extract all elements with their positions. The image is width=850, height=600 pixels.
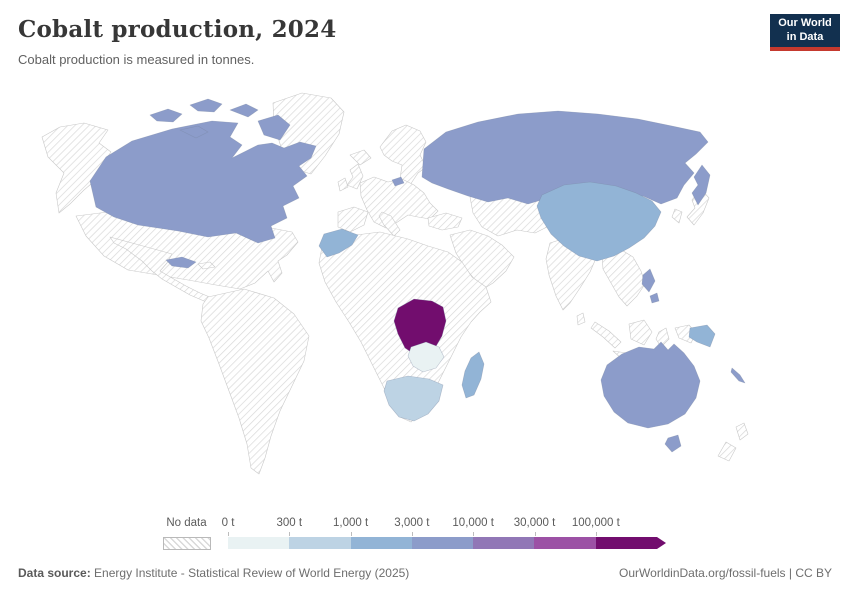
country-canada-baffin[interactable] bbox=[257, 114, 291, 141]
country-russia[interactable] bbox=[421, 110, 709, 205]
landmass-new-zealand-north[interactable] bbox=[735, 422, 749, 441]
map-legend: No data 0 t 300 t 1,000 t 3,000 t 10,000 t 30… bbox=[163, 516, 683, 552]
landmass-sri-lanka[interactable] bbox=[576, 312, 586, 326]
legend-bin-0[interactable] bbox=[228, 537, 290, 549]
legend-tick-label: 300 t bbox=[276, 517, 303, 529]
country-morocco[interactable] bbox=[318, 228, 359, 258]
legend-bin-1[interactable] bbox=[289, 537, 351, 549]
landmass-korea[interactable] bbox=[671, 208, 683, 224]
landmass-scandinavia[interactable] bbox=[379, 124, 427, 186]
country-russia-kamchatka[interactable] bbox=[691, 164, 711, 206]
country-canada-island[interactable] bbox=[179, 125, 209, 139]
landmass-borneo[interactable] bbox=[628, 319, 653, 346]
legend-no-data-label: No data bbox=[166, 517, 207, 529]
country-australia-tasmania[interactable] bbox=[664, 434, 682, 453]
legend-bin-5[interactable] bbox=[534, 537, 596, 549]
landmass-ireland[interactable] bbox=[337, 177, 349, 192]
country-philippines-south[interactable] bbox=[649, 292, 660, 304]
chart-subtitle: Cobalt production is measured in tonnes. bbox=[18, 52, 255, 67]
legend-bin-4[interactable] bbox=[473, 537, 535, 549]
country-china[interactable] bbox=[536, 181, 662, 262]
country-canada[interactable] bbox=[89, 120, 317, 244]
legend-no-data-swatch[interactable] bbox=[163, 537, 211, 550]
legend-tick-label: 0 t bbox=[221, 517, 235, 529]
landmass-sumatra[interactable] bbox=[590, 321, 622, 349]
landmass-se-asia[interactable] bbox=[601, 248, 646, 307]
landmass-sulawesi[interactable] bbox=[655, 327, 670, 348]
legend-tick-label: 10,000 t bbox=[452, 517, 494, 529]
legend-arrow bbox=[657, 537, 667, 549]
country-russia-kaliningrad[interactable] bbox=[391, 176, 405, 187]
owid-logo-line1: Our World bbox=[778, 16, 832, 29]
country-canada-island[interactable] bbox=[189, 98, 223, 113]
country-south-africa[interactable] bbox=[383, 375, 444, 422]
landmass-uk[interactable] bbox=[346, 163, 364, 190]
data-source-text: Energy Institute - Statistical Review of… bbox=[94, 566, 410, 580]
country-madagascar[interactable] bbox=[461, 351, 485, 399]
legend-bin-6[interactable] bbox=[595, 537, 658, 549]
data-source: Data source: Energy Institute - Statisti… bbox=[18, 566, 409, 580]
country-canada-island[interactable] bbox=[149, 108, 183, 123]
world-map bbox=[30, 85, 820, 505]
country-new-caledonia[interactable] bbox=[730, 367, 746, 384]
legend-bin-3[interactable] bbox=[411, 537, 474, 549]
chart-footer: Data source: Energy Institute - Statisti… bbox=[0, 566, 850, 580]
legend-tick-label: 30,000 t bbox=[513, 517, 556, 529]
landmass-iceland[interactable] bbox=[349, 149, 372, 166]
legend-tick-label: 1,000 t bbox=[333, 517, 369, 529]
landmass-new-zealand-south[interactable] bbox=[717, 441, 737, 462]
country-philippines[interactable] bbox=[641, 268, 656, 293]
country-zambia[interactable] bbox=[407, 341, 445, 373]
landmass-hispaniola[interactable] bbox=[197, 261, 216, 270]
legend-tick-label: 3,000 t bbox=[394, 517, 430, 529]
country-papua-new-guinea[interactable] bbox=[688, 324, 716, 348]
page-title: Cobalt production, 2024 bbox=[18, 16, 337, 43]
owid-logo-line2: in Data bbox=[786, 30, 824, 43]
country-australia[interactable] bbox=[600, 341, 701, 429]
country-canada-island[interactable] bbox=[229, 103, 259, 118]
data-source-label: Data source: bbox=[18, 566, 91, 580]
landmass-south-america[interactable] bbox=[200, 288, 310, 475]
legend-tick-label: 100,000 t bbox=[571, 517, 620, 529]
legend-color-bar bbox=[228, 537, 667, 549]
owid-logo[interactable]: Our World in Data bbox=[770, 14, 840, 51]
legend-bin-2[interactable] bbox=[350, 537, 412, 549]
landmass-turkey[interactable] bbox=[427, 212, 463, 231]
attribution[interactable]: OurWorldinData.org/fossil-fuels | CC BY bbox=[619, 566, 832, 580]
country-cuba[interactable] bbox=[165, 256, 197, 269]
landmass-iberia[interactable] bbox=[337, 206, 369, 233]
